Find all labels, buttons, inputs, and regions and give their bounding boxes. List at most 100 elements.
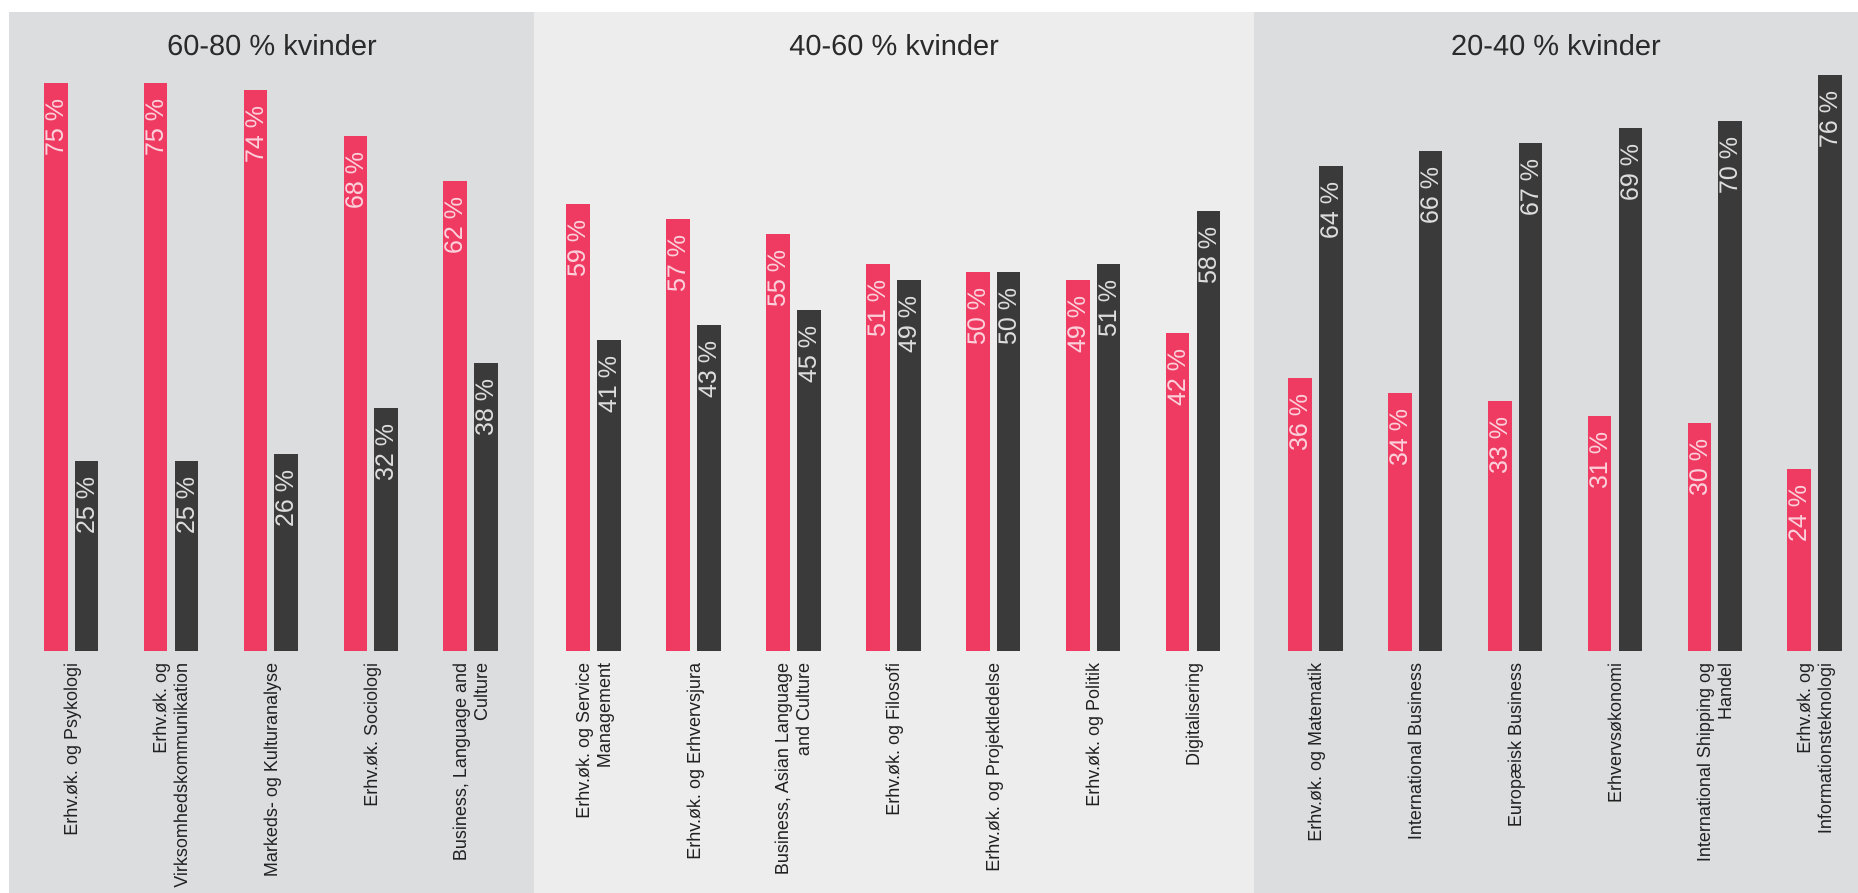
category-label: Erhv.øk. og Erhvervsjura: [673, 663, 715, 878]
category-label-text: Erhv.øk. og Psykologi: [60, 662, 81, 836]
category-label: Erhvervsøkonomi: [1594, 663, 1636, 878]
value-label-text: 25 %: [71, 477, 100, 535]
panel-title: 40-60 % kvinder: [789, 30, 999, 62]
bar: [1318, 165, 1343, 651]
category-label: Erhv.øk. og Virksomhedskommunikation: [150, 663, 192, 888]
panel-title: 20-40 % kvinder: [1451, 30, 1661, 62]
category-label: Erhv.øk. og Projektledelse: [972, 663, 1014, 878]
value-label-text: 41 %: [594, 356, 623, 414]
category-label: Erhv.øk. og Psykologi: [50, 663, 92, 878]
category-label: International Shipping og Handel: [1694, 663, 1736, 878]
bar: [1487, 400, 1512, 651]
value-label-text: 55 %: [763, 250, 792, 308]
category-label-text: Erhv.øk. og Service Management: [572, 662, 614, 819]
category-label: Digitalisering: [1172, 663, 1214, 878]
value-label-text: 50 %: [994, 287, 1023, 345]
bar: [474, 362, 498, 651]
value-label: 25 %: [71, 477, 100, 567]
bar: [1687, 423, 1712, 651]
value-label-text: 59 %: [563, 219, 592, 277]
bar: [174, 461, 199, 651]
bar: [1165, 332, 1190, 651]
value-label-text: 75 %: [41, 98, 70, 156]
value-label: 67 %: [1516, 159, 1544, 249]
value-label-text: 43 %: [694, 340, 723, 398]
category-label: Erhv.øk. Sociologi: [350, 663, 392, 878]
value-label-text: 32 %: [371, 424, 400, 482]
value-label-text: 26 %: [271, 469, 300, 527]
category-label: Europæisk Business: [1494, 663, 1536, 878]
category-label-text: Erhvervsøkonomi: [1604, 662, 1625, 803]
category-label-text: Markeds- og Kulturanalyse: [260, 662, 281, 877]
category-label-text: International Business: [1404, 662, 1425, 840]
value-label: 51 %: [863, 280, 891, 370]
value-label: 58 %: [1193, 227, 1222, 317]
value-label-text: 57 %: [663, 234, 692, 292]
value-label: 34 %: [1385, 409, 1414, 499]
value-label-text: 31 %: [1585, 431, 1614, 489]
value-label-text: 50 %: [963, 287, 992, 345]
category-label-text: Erhv.øk. Sociologi: [360, 662, 381, 807]
value-label: 32 %: [371, 424, 400, 514]
value-label: 75 %: [141, 99, 169, 189]
value-label-text: 38 %: [471, 378, 500, 436]
value-label: 69 %: [1616, 144, 1644, 234]
bar: [1718, 120, 1743, 651]
value-label-text: 64 %: [1316, 181, 1345, 239]
value-label-text: 68 %: [340, 151, 369, 209]
value-label-text: 49 %: [894, 295, 923, 353]
bar: [274, 453, 299, 651]
bar: [343, 135, 368, 651]
value-label: 38 %: [471, 378, 500, 469]
category-label: International Business: [1394, 663, 1436, 878]
category-label-text: Erhv.øk. og Informationsteknologi: [1793, 662, 1835, 834]
bar: [666, 218, 690, 651]
category-label: Business, Asian Language and Culture: [772, 663, 814, 878]
bar: [965, 271, 990, 651]
value-label-text: 49 %: [1063, 295, 1092, 353]
category-label-text: Digitalisering: [1182, 662, 1203, 766]
category-label-text: Europæisk Business: [1504, 662, 1525, 827]
value-label: 51 %: [1094, 280, 1122, 370]
category-label-text: Erhv.øk. og Projektledelse: [982, 662, 1003, 872]
value-label: 31 %: [1585, 431, 1614, 522]
bar: [866, 264, 890, 651]
bar: [1288, 377, 1312, 651]
value-label-text: 76 %: [1815, 91, 1844, 149]
value-label: 24 %: [1784, 484, 1813, 575]
category-label: Erhv.øk. og Service Management: [573, 663, 615, 878]
bar: [697, 324, 721, 651]
value-label: 49 %: [1063, 295, 1092, 386]
bar: [566, 203, 591, 651]
category-label-text: Erhv.øk. og Filosofi: [882, 662, 903, 816]
value-label: 50 %: [994, 287, 1023, 378]
bar: [996, 271, 1021, 651]
bar: [1418, 150, 1443, 651]
category-label: Erhv.øk. og Filosofi: [872, 663, 914, 878]
category-label: Erhv.øk. og Politik: [1072, 663, 1114, 878]
value-label: 30 %: [1685, 439, 1713, 529]
value-label: 76 %: [1815, 91, 1844, 181]
bar: [1196, 211, 1221, 651]
value-label: 74 %: [241, 106, 269, 196]
value-label: 45 %: [794, 325, 823, 416]
value-label: 41 %: [594, 356, 623, 446]
panel: 20-40 % kvinder 36 % 64 % Erhv.øk. og Matem…: [1253, 12, 1858, 893]
value-label: 49 %: [894, 295, 923, 386]
bar: [74, 461, 99, 651]
value-label: 55 %: [763, 250, 792, 340]
value-label-text: 45 %: [794, 325, 823, 383]
value-label: 43 %: [694, 340, 723, 431]
category-label-text: Erhv.øk. og Matematik: [1304, 662, 1325, 842]
value-label: 66 %: [1416, 167, 1444, 257]
category-label-text: International Shipping og Handel: [1693, 662, 1735, 862]
category-label-text: Erhv.øk. og Virksomhedskommunikation: [149, 662, 191, 888]
category-label: Business, Language and Culture: [450, 663, 492, 878]
value-label-text: 58 %: [1193, 227, 1222, 285]
category-label-text: Business, Asian Language and Culture: [772, 662, 814, 875]
bar: [1518, 143, 1543, 651]
category-label: Markeds- og Kulturanalyse: [250, 663, 292, 878]
value-label-text: 24 %: [1784, 484, 1813, 542]
value-label-text: 34 %: [1385, 409, 1414, 467]
value-label: 26 %: [271, 469, 300, 560]
